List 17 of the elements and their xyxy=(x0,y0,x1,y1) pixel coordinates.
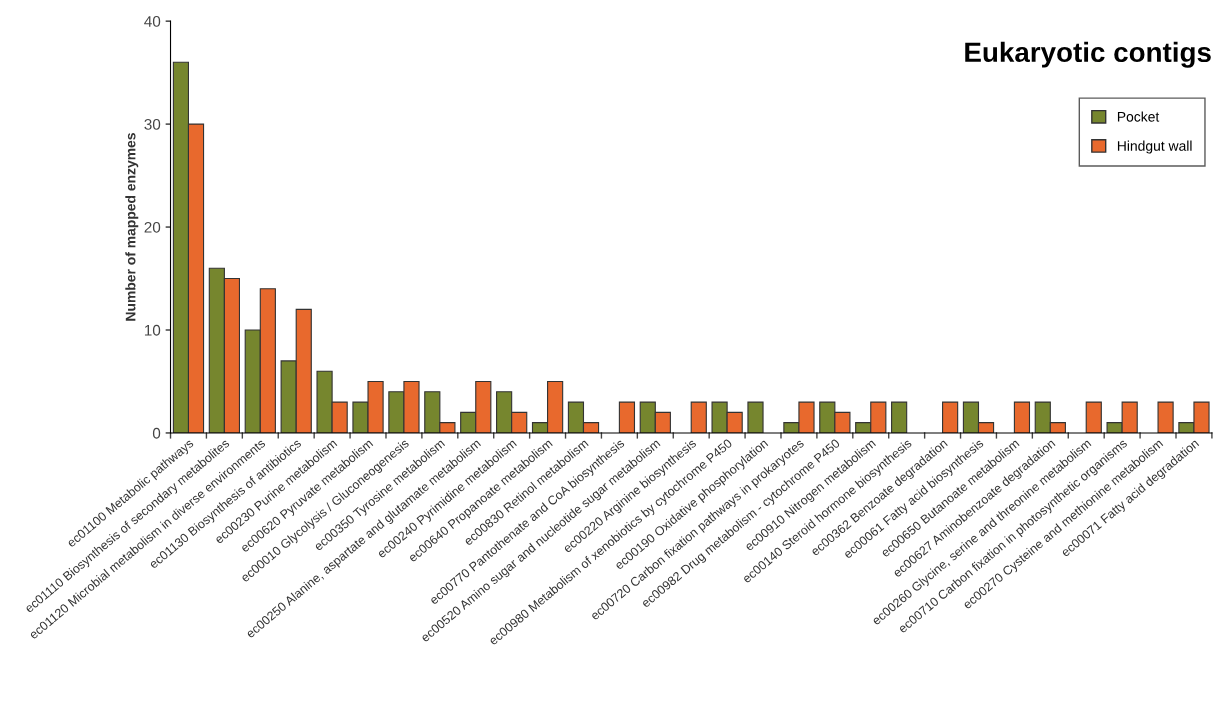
bar xyxy=(1157,401,1174,433)
legend-label: Pocket xyxy=(1117,111,1160,122)
bar xyxy=(891,401,908,433)
bar xyxy=(690,401,707,433)
y-axis-title: Number of mapped enzymes xyxy=(125,133,139,321)
y-tick-label: 30 xyxy=(144,118,161,130)
y-tick-label: 20 xyxy=(144,221,161,233)
bar xyxy=(747,401,764,433)
bar xyxy=(618,401,636,433)
y-tick-label: 10 xyxy=(144,324,161,336)
bar xyxy=(1085,401,1102,433)
text: Eukaryotic contigs xyxy=(965,41,1211,68)
bar xyxy=(1013,401,1031,433)
bar xyxy=(942,401,959,433)
y-tick-label: 0 xyxy=(152,427,161,439)
y-tick-label: 40 xyxy=(144,15,161,27)
legend-label: Hindgut wall xyxy=(1117,140,1192,154)
